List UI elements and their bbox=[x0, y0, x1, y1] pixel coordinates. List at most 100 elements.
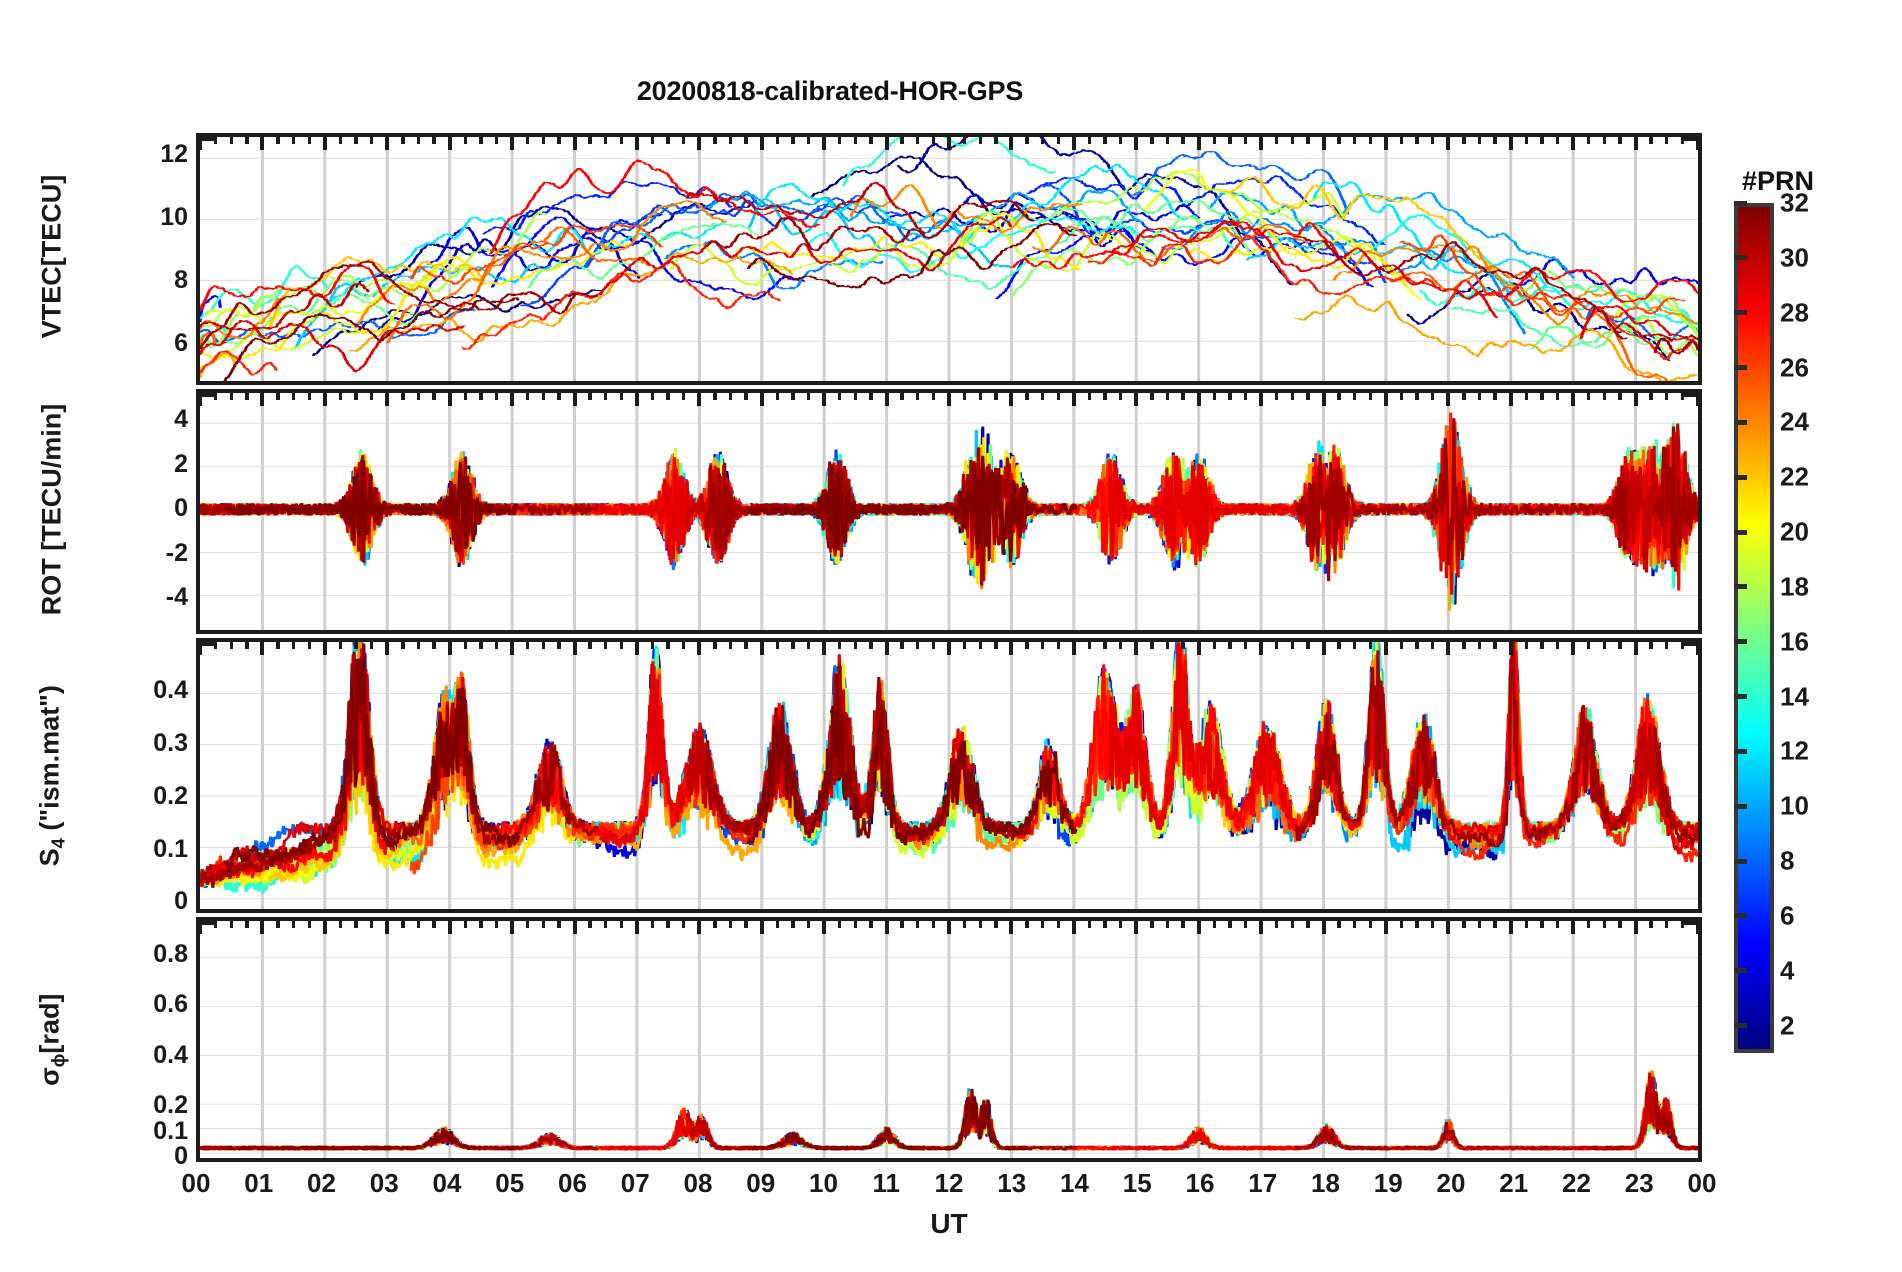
series-line-prn-19 bbox=[1097, 191, 1348, 265]
series-line-prn-15 bbox=[1450, 306, 1698, 348]
x-tick-label: 03 bbox=[369, 1168, 399, 1198]
y-axis-title-s4-rest: ("ism.mat") bbox=[34, 684, 65, 838]
x-tick-label: 09 bbox=[746, 1168, 776, 1198]
y-tick-labels-rot: -4 -2 0 2 4 bbox=[110, 389, 188, 634]
y-tick-label: 0.2 bbox=[153, 781, 188, 810]
series-line-prn-15 bbox=[907, 216, 1241, 290]
series-line-prn-3 bbox=[881, 1094, 1153, 1151]
series-line-prn-4 bbox=[962, 192, 1201, 237]
x-tick-label: 12 bbox=[934, 1168, 964, 1198]
series-line-prn-29 bbox=[1108, 445, 1499, 595]
colorbar-tick bbox=[1734, 748, 1747, 754]
series-line-prn-23 bbox=[348, 252, 794, 352]
series-line-prn-22 bbox=[1221, 175, 1501, 279]
x-tick-label: 01 bbox=[244, 1168, 274, 1198]
series-line-prn-31 bbox=[1294, 235, 1628, 340]
series-line-prn-25 bbox=[1389, 265, 1669, 381]
x-tick-label: 00 bbox=[1687, 1168, 1717, 1198]
series-line-prn-5 bbox=[490, 216, 806, 301]
x-tick-label: 07 bbox=[620, 1168, 650, 1198]
y-tick-label: 6 bbox=[174, 329, 188, 358]
x-tick-label: 20 bbox=[1436, 1168, 1466, 1198]
series-line-prn-24 bbox=[200, 297, 286, 340]
colorbar-tick bbox=[1734, 255, 1747, 261]
y-tick-label: 0 bbox=[174, 494, 188, 523]
colorbar-tick-label: 26 bbox=[1780, 352, 1809, 383]
series-line-prn-32 bbox=[223, 643, 520, 872]
plot-area-rot bbox=[200, 393, 1698, 630]
y-tick-label: 0.6 bbox=[153, 990, 188, 1019]
y-tick-label: 12 bbox=[160, 140, 188, 169]
colorbar-tick-label: 22 bbox=[1780, 461, 1809, 492]
series-line-prn-10 bbox=[708, 1088, 1143, 1151]
x-tick-label: 08 bbox=[683, 1168, 713, 1198]
series-line-prn-14 bbox=[200, 265, 328, 320]
series-line-prn-23 bbox=[1293, 294, 1698, 381]
y-tick-label: 0.1 bbox=[153, 1116, 188, 1145]
colorbar-tick bbox=[1734, 913, 1747, 919]
y-tick-label: 0.2 bbox=[153, 1091, 188, 1120]
colorbar-gradient bbox=[1738, 207, 1770, 1049]
colorbar-tick-label: 2 bbox=[1780, 1010, 1795, 1041]
y-tick-labels-sigma-phi: 0 0.1 0.2 0.4 0.6 0.8 bbox=[110, 917, 188, 1168]
series-line-prn-30 bbox=[200, 282, 370, 331]
x-tick-label: 16 bbox=[1185, 1168, 1215, 1198]
colorbar-tick-label: 4 bbox=[1780, 955, 1795, 986]
series-line-prn-29 bbox=[200, 319, 467, 373]
colorbar-tick bbox=[1734, 639, 1747, 645]
colorbar-ticks: 2 4 6 8 10 12 14 16 18 20 22 24 26 28 30 32 bbox=[1734, 188, 1809, 1053]
y-axis-title-sigma-sub: ϕ bbox=[47, 1053, 69, 1067]
colorbar-tick bbox=[1734, 419, 1747, 425]
colorbar-tick-label: 8 bbox=[1780, 845, 1795, 876]
series-line-prn-29 bbox=[1579, 305, 1698, 348]
series-line-prn-32 bbox=[746, 673, 1078, 846]
series-line-prn-30 bbox=[685, 181, 926, 234]
series-line-prn-16 bbox=[200, 293, 422, 351]
series-line-prn-12 bbox=[302, 1111, 727, 1151]
colorbar-tick-label: 16 bbox=[1780, 626, 1809, 657]
series-line-prn-31 bbox=[1653, 426, 1698, 572]
x-tick-label: 10 bbox=[809, 1168, 838, 1198]
colorbar-tick-label: 12 bbox=[1780, 735, 1809, 766]
series-line-prn-32 bbox=[746, 455, 1078, 562]
series-line-prn-31 bbox=[200, 260, 599, 350]
colorbar-tick bbox=[1734, 200, 1747, 206]
colorbar-tick bbox=[1734, 474, 1747, 480]
colorbar-tick bbox=[1734, 1023, 1747, 1029]
y-tick-label: 0.8 bbox=[153, 939, 188, 968]
y-tick-label: 8 bbox=[174, 266, 188, 295]
colorbar bbox=[1734, 203, 1774, 1053]
x-tick-label: 04 bbox=[432, 1168, 462, 1198]
x-tick-label: 13 bbox=[997, 1168, 1027, 1198]
series-line-prn-4 bbox=[962, 1099, 1201, 1151]
colorbar-tick-label: 20 bbox=[1780, 516, 1809, 547]
series-line-prn-25 bbox=[385, 226, 652, 344]
series-line-prn-32 bbox=[223, 297, 520, 381]
series-line-prn-21 bbox=[200, 239, 635, 361]
y-tick-label: 0 bbox=[174, 887, 188, 916]
series-line-prn-12 bbox=[764, 163, 1199, 242]
series-line-prn-31 bbox=[200, 651, 599, 888]
series-line-prn-27 bbox=[1087, 234, 1438, 296]
x-tick-label: 19 bbox=[1373, 1168, 1403, 1198]
colorbar-tick-label: 6 bbox=[1780, 900, 1795, 931]
series-line-prn-19 bbox=[669, 211, 1113, 287]
series-line-prn-18 bbox=[200, 211, 548, 328]
series-line-prn-29 bbox=[598, 216, 1013, 296]
y-axis-title-sigma-main: σ bbox=[34, 1066, 65, 1086]
figure-title: 20200818-calibrated-HOR-GPS bbox=[636, 76, 1024, 106]
plot-area-vtec bbox=[200, 137, 1698, 381]
y-tick-label: 0 bbox=[174, 1141, 188, 1170]
series-line-prn-32 bbox=[746, 223, 1078, 289]
y-axis-title-sigma-phi: σϕ[rad] bbox=[34, 839, 69, 1239]
series-line-prn-6 bbox=[1026, 175, 1386, 245]
colorbar-tick bbox=[1734, 529, 1747, 535]
x-tick-label: 15 bbox=[1122, 1168, 1152, 1198]
x-tick-label: 06 bbox=[558, 1168, 587, 1198]
series-line-prn-27 bbox=[460, 1107, 781, 1151]
series-line-prn-12 bbox=[1312, 181, 1550, 289]
series-line-prn-31 bbox=[1294, 1121, 1628, 1151]
panel-rot bbox=[196, 389, 1702, 634]
colorbar-tick bbox=[1734, 968, 1747, 974]
